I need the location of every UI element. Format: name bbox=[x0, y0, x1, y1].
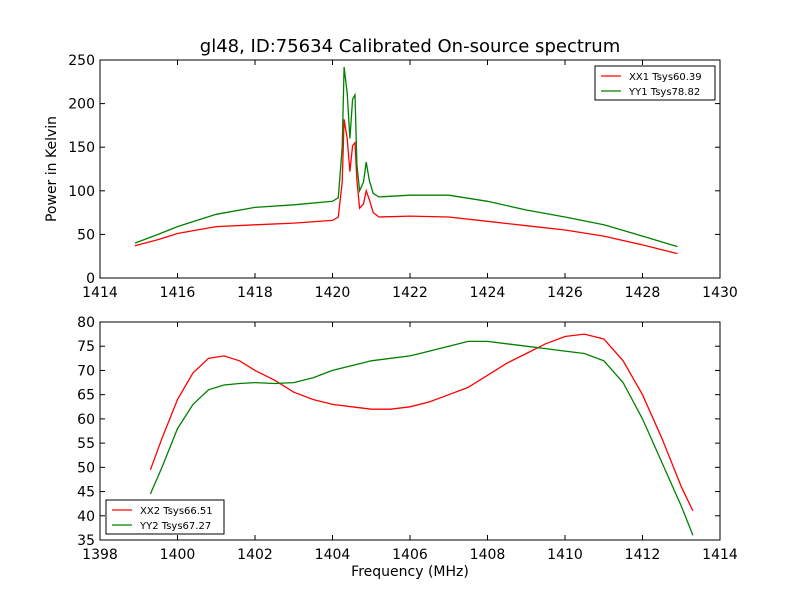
x-tick-label: 1424 bbox=[470, 285, 506, 301]
y-tick-label: 35 bbox=[77, 533, 95, 549]
legend-label: YY2 Tsys67.27 bbox=[139, 521, 211, 532]
y-tick-label: 60 bbox=[77, 412, 95, 428]
legend-box bbox=[105, 499, 225, 535]
y-tick-label: 250 bbox=[68, 53, 95, 69]
chart-title: gl48, ID:75634 Calibrated On-source spec… bbox=[200, 36, 620, 57]
y-tick-label: 75 bbox=[77, 339, 95, 355]
y-tick-label: 70 bbox=[77, 363, 95, 379]
top-panel: 1414 1416 1418 1420 1422 1424 1426 1428 1430 0 50 1… bbox=[68, 53, 738, 301]
x-tick-label: 1422 bbox=[392, 285, 428, 301]
bottom-x-axis-label: Frequency (MHz) bbox=[351, 564, 469, 580]
bottom-panel: 1398 1400 1402 1404 1406 1408 1410 1412 1414 35 40… bbox=[77, 315, 738, 563]
x-tick-label: 1420 bbox=[315, 285, 351, 301]
x-tick-label: 1418 bbox=[237, 285, 273, 301]
y-tick-label: 50 bbox=[77, 460, 95, 476]
y-tick-label: 65 bbox=[77, 388, 95, 404]
y-tick-label: 45 bbox=[77, 485, 95, 501]
y-tick-label: 0 bbox=[86, 271, 95, 287]
top-y-axis-label: Power in Kelvin bbox=[44, 116, 60, 222]
y-tick-label: 40 bbox=[77, 509, 95, 525]
x-tick-label: 1430 bbox=[702, 285, 738, 301]
x-tick-label: 1404 bbox=[315, 547, 351, 563]
legend-1: XX2 Tsys66.51 YY2 Tsys67.27 bbox=[105, 499, 225, 535]
series-line-1-0 bbox=[149, 333, 694, 512]
x-tick-label: 1426 bbox=[547, 285, 583, 301]
x-tick-label: 1416 bbox=[160, 285, 196, 301]
legend-label: XX2 Tsys66.51 bbox=[140, 506, 213, 517]
x-tick-label: 1400 bbox=[160, 547, 196, 563]
series-line-0-1 bbox=[134, 66, 678, 248]
y-tick-label: 100 bbox=[68, 184, 95, 200]
y-tick-label: 150 bbox=[68, 140, 95, 156]
x-tick-label: 1412 bbox=[625, 547, 661, 563]
y-tick-label: 80 bbox=[77, 315, 95, 331]
y-tick-label: 55 bbox=[77, 436, 95, 452]
x-tick-label: 1428 bbox=[625, 285, 661, 301]
legend-label: XX1 Tsys60.39 bbox=[629, 72, 702, 83]
legend-label: YY1 Tsys78.82 bbox=[628, 87, 700, 98]
legend-box bbox=[594, 65, 716, 101]
series-line-0-0 bbox=[134, 119, 678, 255]
series-line-1-1 bbox=[149, 340, 694, 536]
legend-0: XX1 Tsys60.39 YY1 Tsys78.82 bbox=[594, 65, 716, 101]
y-tick-label: 50 bbox=[77, 227, 95, 243]
y-tick-label: 200 bbox=[68, 97, 95, 113]
x-tick-label: 1398 bbox=[82, 547, 118, 563]
x-tick-label: 1414 bbox=[702, 547, 738, 563]
x-tick-label: 1406 bbox=[392, 547, 428, 563]
x-tick-label: 1414 bbox=[82, 285, 118, 301]
x-tick-label: 1402 bbox=[237, 547, 273, 563]
x-tick-label: 1410 bbox=[547, 547, 583, 563]
x-tick-label: 1408 bbox=[470, 547, 506, 563]
